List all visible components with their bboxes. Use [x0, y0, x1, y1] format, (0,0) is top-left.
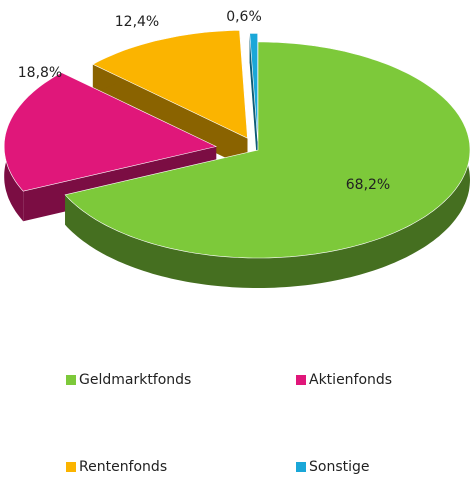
slice-wall — [92, 64, 248, 169]
legend-swatch — [66, 375, 76, 385]
slice-top — [3, 72, 218, 192]
legend-label: Rentenfonds — [79, 459, 167, 475]
data-label: 12,4% — [115, 14, 159, 30]
slice — [64, 41, 471, 288]
legend-swatch — [296, 375, 306, 385]
slice-top — [64, 41, 471, 259]
legend-swatch — [66, 462, 76, 472]
data-label: 68,2% — [346, 177, 390, 193]
legend-label: Geldmarktfonds — [79, 372, 191, 388]
slice — [249, 33, 258, 172]
slice-wall — [249, 33, 258, 172]
slice-top — [92, 29, 248, 139]
legend-swatch — [296, 462, 306, 472]
slice — [92, 29, 248, 169]
data-label: 18,8% — [18, 65, 62, 81]
legend-label: Aktienfonds — [309, 372, 392, 388]
slice-top — [249, 33, 258, 142]
legend-label: Sonstige — [309, 459, 370, 475]
data-label: 0,6% — [226, 9, 262, 25]
